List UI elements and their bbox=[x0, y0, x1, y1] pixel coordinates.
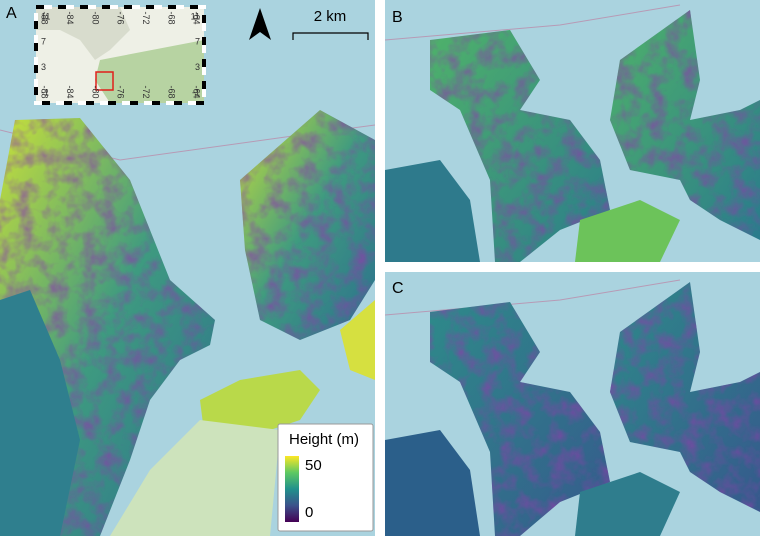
scale-label: 2 km bbox=[314, 8, 347, 25]
inset-lat-label: 11 bbox=[191, 11, 200, 21]
inset-lon-label: -84 bbox=[65, 11, 75, 24]
panel-label: B bbox=[392, 9, 403, 26]
inset-lon-label: -88 bbox=[40, 85, 50, 98]
inset-map: -88-88-84-84-80-80-76-76-72-72-68-68-64-… bbox=[34, 5, 206, 105]
scale-bar bbox=[292, 32, 369, 40]
inset-lon-label: -72 bbox=[141, 11, 151, 24]
inset-lat-label: -1 bbox=[41, 87, 49, 97]
inset-lon-label: -84 bbox=[65, 85, 75, 98]
legend: Height (m) 50 0 bbox=[277, 423, 374, 532]
panel-b-map bbox=[385, 0, 760, 262]
legend-title: Height (m) bbox=[289, 431, 359, 448]
inset-lon-label: -88 bbox=[40, 11, 50, 24]
inset-lon-label: -72 bbox=[141, 85, 151, 98]
inset-lon-label: -80 bbox=[90, 11, 100, 24]
north-arrow bbox=[249, 8, 271, 40]
inset-lon-label: -76 bbox=[116, 85, 126, 98]
inset-lat-label: 3 bbox=[195, 62, 200, 72]
panel-label: A bbox=[6, 5, 17, 22]
inset-lat-label: 3 bbox=[41, 62, 46, 72]
inset-lat-label: 7 bbox=[195, 37, 200, 47]
inset-lat-label: 7 bbox=[41, 37, 46, 47]
inset-extent bbox=[95, 71, 114, 91]
inset-lon-label: -64 bbox=[192, 85, 202, 98]
legend-min: 0 bbox=[305, 504, 313, 521]
legend-max: 50 bbox=[305, 457, 322, 474]
inset-lon-label: -68 bbox=[166, 11, 176, 24]
inset-lat-label: 11 bbox=[41, 11, 50, 21]
inset-lon-label: -76 bbox=[116, 11, 126, 24]
inset-lon-label: -80 bbox=[90, 85, 100, 98]
inset-lon-label: -64 bbox=[192, 11, 202, 24]
colorbar bbox=[285, 456, 299, 522]
inset-lat-label: -1 bbox=[192, 87, 200, 97]
panel-c-map bbox=[385, 272, 760, 536]
panel-label: C bbox=[392, 280, 404, 297]
inset-lon-label: -68 bbox=[166, 85, 176, 98]
